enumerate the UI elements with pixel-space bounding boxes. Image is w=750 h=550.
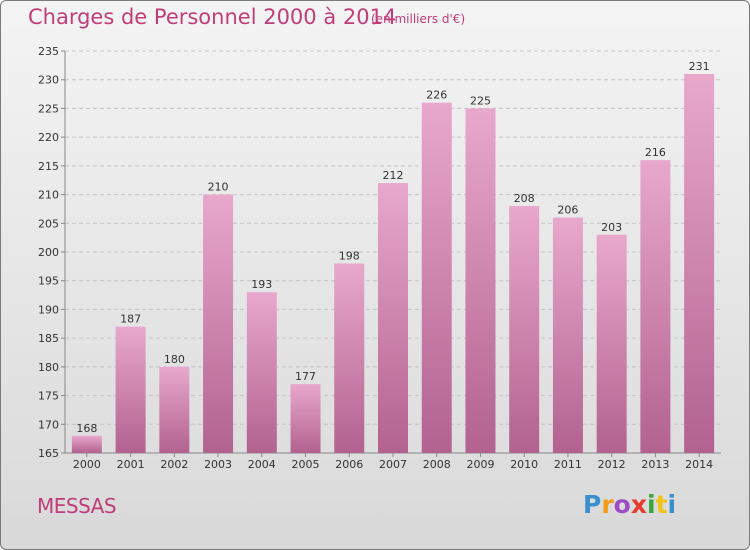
- bar-value-label: 177: [295, 370, 316, 383]
- y-tick-label: 205: [38, 217, 59, 230]
- x-tick-label: 2014: [685, 458, 713, 471]
- x-tick-label: 2008: [423, 458, 451, 471]
- bar-value-label: 198: [339, 249, 360, 262]
- x-tick-label: 2001: [117, 458, 145, 471]
- bar-value-label: 231: [689, 60, 710, 73]
- bar: [290, 384, 321, 453]
- chart-subtitle: (en milliers d'€): [371, 12, 466, 26]
- x-tick-label: 2004: [248, 458, 276, 471]
- bar: [334, 263, 365, 453]
- y-tick-label: 175: [38, 390, 59, 403]
- logo-letter: P: [583, 490, 602, 519]
- bar-value-label: 216: [645, 146, 666, 159]
- bar-value-label: 210: [208, 181, 229, 194]
- x-tick-label: 2007: [379, 458, 407, 471]
- bar-value-label: 206: [557, 204, 578, 217]
- x-tick-label: 2003: [204, 458, 232, 471]
- x-tick-label: 2006: [335, 458, 363, 471]
- x-tick-label: 2002: [160, 458, 188, 471]
- logo-letter: r: [601, 490, 614, 519]
- x-tick-label: 2005: [292, 458, 320, 471]
- logo-letter: t: [655, 490, 668, 519]
- y-tick-label: 235: [38, 45, 59, 58]
- bar-value-label: 203: [601, 221, 622, 234]
- bar: [71, 435, 102, 453]
- bar: [552, 217, 583, 453]
- y-tick-label: 180: [38, 361, 59, 374]
- y-tick-label: 210: [38, 189, 59, 202]
- bar-value-label: 193: [251, 278, 272, 291]
- y-tick-label: 200: [38, 246, 59, 259]
- bar: [465, 108, 496, 453]
- x-tick-label: 2011: [554, 458, 582, 471]
- proxiti-logo[interactable]: Proxiti: [583, 490, 676, 519]
- place-name: MESSAS: [37, 494, 117, 518]
- x-tick-label: 2009: [466, 458, 494, 471]
- chart-title: Charges de Personnel 2000 à 2014: [28, 5, 397, 29]
- bar: [115, 326, 146, 453]
- bar: [246, 292, 277, 453]
- bar-value-label: 225: [470, 94, 491, 107]
- y-tick-label: 195: [38, 275, 59, 288]
- bar-value-label: 180: [164, 353, 185, 366]
- logo-letter: o: [613, 490, 631, 519]
- y-tick-label: 190: [38, 303, 59, 316]
- bar: [509, 206, 540, 453]
- x-tick-label: 2012: [598, 458, 626, 471]
- bar: [596, 234, 627, 453]
- bar-value-label: 226: [426, 89, 447, 102]
- bar: [378, 183, 408, 454]
- bar-value-label: 187: [120, 313, 141, 326]
- y-tick-label: 225: [38, 102, 59, 115]
- y-tick-label: 215: [38, 160, 59, 173]
- bar: [203, 194, 234, 454]
- bar-value-label: 208: [514, 192, 535, 205]
- y-tick-label: 220: [38, 131, 59, 144]
- bar: [684, 73, 715, 453]
- y-tick-label: 230: [38, 74, 59, 87]
- logo-letter: i: [647, 490, 656, 519]
- y-tick-label: 165: [38, 447, 59, 460]
- bar-value-label: 212: [383, 169, 404, 182]
- x-tick-label: 2000: [73, 458, 101, 471]
- logo-letter: x: [630, 490, 647, 519]
- x-tick-label: 2013: [641, 458, 669, 471]
- bar: [159, 366, 190, 453]
- y-tick-label: 170: [38, 418, 59, 431]
- y-tick-label: 185: [38, 332, 59, 345]
- x-tick-label: 2010: [510, 458, 538, 471]
- bar-value-label: 168: [76, 422, 97, 435]
- bar: [421, 102, 452, 453]
- bar: [640, 160, 671, 453]
- logo-letter: i: [667, 490, 677, 519]
